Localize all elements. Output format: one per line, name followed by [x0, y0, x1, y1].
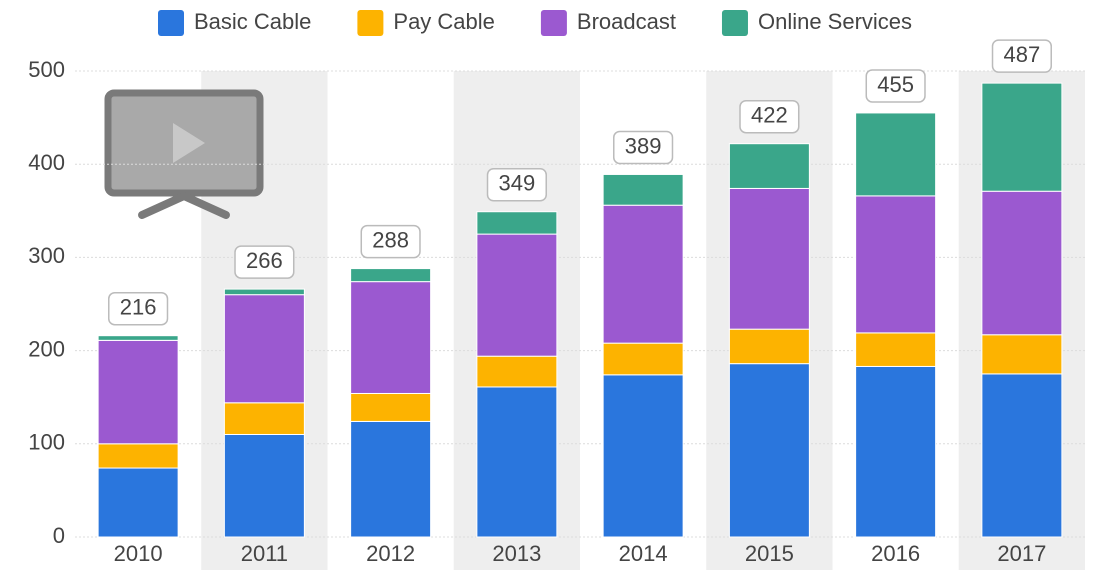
bar-segment [728, 328, 810, 365]
y-tick-label: 200 [28, 336, 65, 361]
bar-segment [602, 204, 684, 344]
total-box [486, 167, 547, 202]
x-tick-label: 2010 [114, 541, 163, 566]
y-tick-label: 300 [28, 243, 65, 268]
x-tick-label: 2015 [745, 541, 794, 566]
bar-segment [223, 402, 305, 435]
bar-segment [476, 211, 558, 235]
y-tick-label: 100 [28, 430, 65, 455]
x-tick-label: 2012 [366, 541, 415, 566]
total-box [360, 224, 421, 259]
bar-segment [728, 187, 810, 330]
total-label: 422 [751, 103, 788, 128]
legend-label: Pay Cable [393, 9, 495, 34]
bar-segment [97, 467, 179, 538]
bar-segment [223, 288, 305, 296]
y-tick-label: 0 [53, 523, 65, 548]
x-tick-label: 2017 [997, 541, 1046, 566]
bar-segment [350, 392, 432, 422]
y-tick-label: 500 [28, 57, 65, 82]
bar-segment [476, 355, 558, 388]
bar-segment [97, 339, 179, 445]
bar-segment [855, 365, 937, 538]
total-label: 266 [246, 248, 283, 273]
total-box [108, 291, 169, 326]
bar-segment [350, 281, 432, 394]
bar-segment [97, 443, 179, 469]
y-tick-label: 400 [28, 150, 65, 175]
bar-segment [223, 433, 305, 538]
bar-segment [350, 420, 432, 538]
total-box [739, 99, 800, 134]
bar-segment [728, 143, 810, 189]
bar-segment [476, 386, 558, 538]
bar-segment [97, 335, 179, 341]
bar-segment [602, 173, 684, 206]
x-tick-label: 2013 [492, 541, 541, 566]
x-tick-label: 2011 [241, 541, 288, 566]
bar-segment [602, 342, 684, 376]
legend-label: Broadcast [577, 9, 676, 34]
bar-segment [223, 294, 305, 404]
bar-segment [728, 363, 810, 538]
bar-segment [476, 233, 558, 357]
bar-segment [350, 268, 432, 283]
legend-swatch [721, 10, 748, 36]
total-box [991, 39, 1052, 73]
bar-segment [602, 374, 684, 538]
x-tick-label: 2014 [619, 541, 668, 566]
x-tick-label: 2016 [871, 541, 920, 566]
legend-label: Online Services [758, 9, 912, 34]
total-label: 487 [1004, 42, 1041, 67]
legend-swatch [357, 10, 384, 36]
bar-segment [981, 190, 1063, 336]
bar-segment [855, 112, 937, 197]
total-label: 349 [499, 171, 536, 196]
total-label: 216 [120, 295, 157, 320]
legend-swatch [540, 10, 567, 36]
tv-icon [104, 89, 264, 219]
bar-segment [855, 332, 937, 367]
total-label: 389 [625, 133, 662, 158]
total-box [613, 130, 674, 165]
total-label: 288 [372, 227, 409, 252]
total-box [234, 245, 295, 279]
bar-segment [981, 373, 1063, 538]
total-label: 455 [877, 72, 914, 97]
legend-label: Basic Cable [194, 9, 311, 34]
total-box [865, 69, 926, 103]
bar-segment [855, 195, 937, 334]
bar-segment [981, 334, 1063, 375]
bar-segment [981, 82, 1063, 192]
legend-swatch [158, 10, 184, 36]
